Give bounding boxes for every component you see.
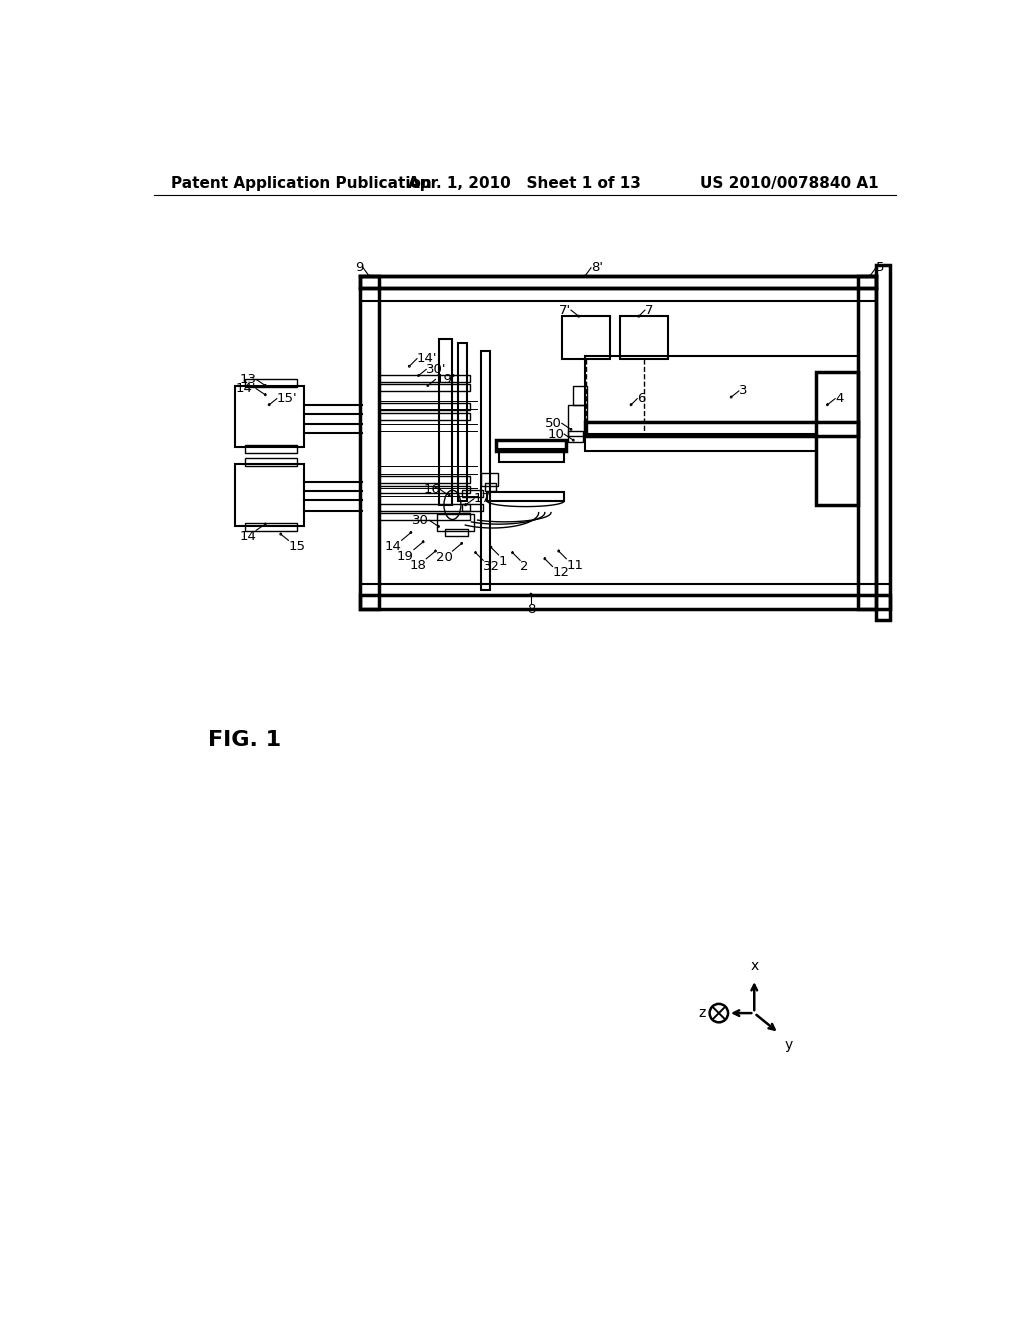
Bar [360, 585, 890, 595]
Bar [816, 372, 858, 506]
Bar [568, 430, 584, 442]
Bar [481, 351, 490, 590]
Text: 30': 30' [426, 363, 446, 376]
Text: 4: 4 [836, 392, 844, 405]
Bar [462, 490, 483, 498]
Bar [500, 450, 564, 462]
Text: z: z [698, 1006, 706, 1020]
Bar [437, 515, 474, 531]
Bar [379, 404, 470, 411]
Text: 16: 16 [423, 483, 440, 496]
Text: 8': 8' [591, 261, 603, 275]
Text: US 2010/0078840 A1: US 2010/0078840 A1 [700, 177, 879, 191]
Bar [444, 529, 468, 536]
Bar [487, 492, 564, 502]
Text: 7: 7 [645, 304, 653, 317]
Bar [562, 317, 609, 359]
Text: 10: 10 [547, 428, 564, 441]
Bar [360, 288, 876, 301]
Text: 32: 32 [483, 561, 500, 573]
Bar [379, 375, 470, 381]
Text: 19': 19' [435, 372, 456, 385]
Bar [360, 276, 379, 609]
Bar [858, 276, 876, 609]
Text: 2: 2 [520, 561, 528, 573]
Bar [438, 339, 453, 506]
Bar [585, 356, 858, 422]
Text: 14: 14 [385, 540, 401, 553]
Bar [379, 384, 470, 391]
Bar [245, 445, 297, 453]
Text: y: y [785, 1038, 794, 1052]
Bar [621, 317, 668, 359]
Text: 19: 19 [397, 549, 414, 562]
Bar [484, 483, 496, 491]
Text: 15: 15 [289, 540, 305, 553]
Text: 13: 13 [239, 372, 256, 385]
Text: 14': 14' [236, 381, 256, 395]
Bar [568, 405, 587, 436]
Bar [585, 434, 816, 451]
Bar [379, 486, 470, 492]
Bar [496, 441, 566, 451]
Text: 18: 18 [410, 558, 426, 572]
Text: 20: 20 [435, 552, 453, 564]
Text: 15': 15' [276, 392, 298, 405]
Text: 1: 1 [499, 554, 507, 568]
Text: 17: 17 [474, 492, 490, 506]
Bar [585, 422, 858, 436]
Text: 11: 11 [566, 558, 584, 572]
Bar [876, 264, 890, 620]
Text: 14: 14 [240, 531, 256, 544]
Bar [458, 343, 467, 502]
Bar [379, 513, 470, 520]
Text: 8: 8 [526, 603, 536, 616]
Bar [379, 413, 470, 420]
Text: 3: 3 [739, 384, 748, 397]
Text: x: x [751, 960, 759, 973]
Bar [379, 504, 470, 511]
Bar [573, 385, 587, 405]
Bar [379, 477, 470, 483]
Bar [462, 504, 483, 511]
Text: 12: 12 [553, 566, 569, 579]
Text: 9: 9 [354, 261, 364, 275]
Bar [245, 379, 297, 387]
Bar [234, 385, 304, 447]
Text: FIG. 1: FIG. 1 [208, 730, 281, 750]
Text: Apr. 1, 2010   Sheet 1 of 13: Apr. 1, 2010 Sheet 1 of 13 [409, 177, 641, 191]
Text: 5: 5 [876, 261, 885, 275]
Text: 6: 6 [637, 392, 645, 405]
Text: 50: 50 [545, 417, 562, 430]
Text: 7': 7' [559, 304, 571, 317]
Text: 14': 14' [417, 352, 437, 366]
Bar [360, 276, 876, 288]
Bar [481, 474, 498, 486]
Bar [360, 595, 890, 609]
Bar [245, 458, 297, 466]
Bar [245, 524, 297, 531]
Bar [234, 465, 304, 525]
Text: 30: 30 [413, 513, 429, 527]
Text: Patent Application Publication: Patent Application Publication [171, 177, 431, 191]
